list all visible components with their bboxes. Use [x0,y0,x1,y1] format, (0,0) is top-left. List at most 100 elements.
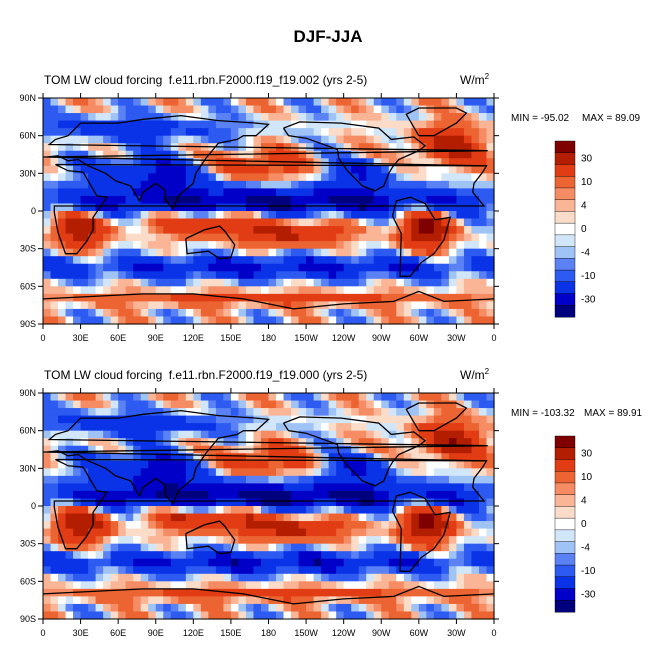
field-cell [306,498,315,507]
field-cell [306,475,315,484]
field-cell [283,286,292,295]
field-cell [65,513,74,522]
field-cell [163,528,172,537]
field-cell [208,581,217,590]
field-cell [486,430,495,439]
field-cell [418,400,427,409]
field-cell [298,180,307,189]
field-cell [366,581,375,590]
field-cell [238,536,247,545]
field-cell [193,256,202,265]
field-cell [170,408,179,417]
field-cell [80,400,89,409]
field-cell [155,506,164,515]
field-cell [110,573,119,582]
field-cell [125,573,134,582]
field-cell [366,536,375,545]
field-cell [328,551,337,560]
field-cell [433,286,442,295]
field-cell [441,588,450,597]
field-cell [486,460,495,469]
field-cell [426,308,435,318]
field-cell [486,603,495,613]
field-cell [58,226,67,235]
field-cell [276,241,285,250]
field-cell [426,211,435,220]
field-cell [328,468,337,477]
field-cell [170,566,179,575]
field-cell [178,408,187,417]
field-cell [268,188,277,197]
coastline [185,225,236,260]
field-cell [95,543,104,552]
field-cell [418,98,427,107]
field-cell [125,558,134,567]
field-cell [200,408,209,417]
field-cell [215,453,224,462]
field-cell [343,263,352,272]
field-cell [140,286,149,295]
field-cell [418,423,427,432]
field-cell [253,278,262,287]
field-cell [448,536,458,545]
field-cell [58,483,67,492]
field-cell [260,233,270,242]
field-cell [448,430,458,439]
field-cell [140,263,149,272]
field-cell [110,400,119,409]
field-cell [313,120,322,129]
field-cell [283,165,292,174]
field-cell [358,536,367,545]
field-cell [373,218,382,227]
field-cell [463,513,473,522]
field-cell [298,301,307,310]
field-cell [178,203,187,212]
field-cell [343,135,352,144]
field-cell [193,423,202,432]
field-cell [163,506,172,515]
field-cell [411,513,420,522]
field-cell [388,573,397,582]
field-cell [80,603,89,613]
field-cell [403,573,412,582]
field-cell [313,308,322,318]
field-cell [43,241,52,250]
field-cell [291,226,300,235]
field-cell [58,498,67,507]
field-cell [373,211,382,220]
field-cell [50,468,59,477]
field-cell [125,513,134,522]
field-cell [253,445,262,454]
field-cell [140,475,149,484]
field-cell [448,308,458,318]
field-cell [441,551,450,560]
field-cell [133,400,142,409]
field-cell [133,521,142,530]
field-cell [193,293,202,302]
field-cell [260,611,270,620]
field-cell [351,483,360,492]
field-cell [381,165,390,174]
field-cell [185,393,194,402]
field-cell [215,573,224,582]
field-cell [298,393,307,402]
field-cell [73,293,82,302]
field-cell [276,611,285,620]
field-cell [463,278,473,287]
field-cell [73,301,82,310]
field-cell [478,543,488,552]
field-cell [478,438,488,447]
field-cell [298,165,307,174]
field-cell [276,128,285,137]
field-cell [260,308,270,318]
field-cell [283,588,292,597]
field-cell [185,430,194,439]
field-cell [73,566,82,575]
field-cell [155,430,164,439]
field-cell [478,498,488,507]
field-cell [358,98,367,107]
field-cell [321,573,330,582]
field-cell [215,226,224,235]
field-cell [125,430,134,439]
